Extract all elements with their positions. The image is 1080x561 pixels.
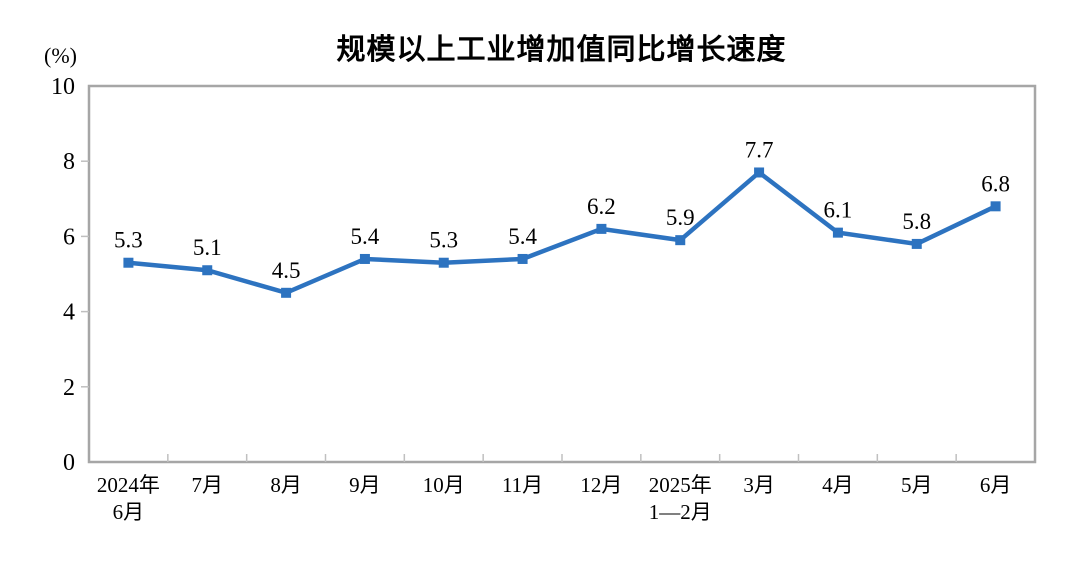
data-point-marker [990,201,1001,212]
data-point-marker [596,223,607,234]
y-axis-tick-label: 6 [63,224,75,250]
x-axis-label: 8月 [270,473,302,497]
x-axis-label: 11月 [502,473,543,497]
y-axis-tick-label: 10 [51,74,75,100]
data-point-label: 6.1 [824,198,853,223]
data-point-marker [754,167,765,178]
data-point-label: 7.7 [745,137,774,162]
data-point-label: 5.3 [429,228,458,253]
x-axis-label: 5月 [901,473,933,497]
data-point-label: 5.1 [193,235,222,260]
data-point-label: 5.8 [902,209,931,234]
y-axis-tick-label: 2 [63,375,75,401]
x-axis-label: 10月 [423,473,465,497]
plot-area-border [87,84,1037,464]
data-point-label: 6.2 [587,194,616,219]
data-point-label: 5.4 [351,224,380,249]
x-axis-label: 12月 [580,473,622,497]
data-series-line [128,169,997,296]
y-axis-tick-label: 0 [63,450,75,476]
x-axis-label: 2025年 1—2月 [649,473,712,524]
data-point-marker [281,287,292,298]
data-point-label: 4.5 [272,258,301,283]
data-point-label: 5.4 [508,224,537,249]
data-point-marker [123,257,134,268]
y-axis-unit-label: (%) [44,43,77,68]
x-axis-label: 4月 [822,473,854,497]
data-point-label: 5.9 [666,205,695,230]
y-axis-tick-label: 8 [63,149,75,175]
data-point-marker [438,257,449,268]
x-axis-label: 2024年 6月 [97,473,160,524]
data-point-marker [911,238,922,249]
data-point-marker [359,253,370,264]
x-axis-label: 7月 [192,473,224,497]
x-axis-label: 9月 [349,473,381,497]
x-axis-label: 3月 [743,473,775,497]
data-point-label: 5.3 [114,228,143,253]
y-axis-tick-label: 4 [63,300,75,326]
data-point-marker [202,265,213,276]
x-axis-label: 6月 [980,473,1012,497]
chart-title: 规模以上工业增加值同比增长速度 [336,34,787,66]
data-point-marker [675,235,686,246]
data-point-marker [517,253,528,264]
data-point-marker [832,227,843,238]
data-point-label: 6.8 [981,171,1010,196]
